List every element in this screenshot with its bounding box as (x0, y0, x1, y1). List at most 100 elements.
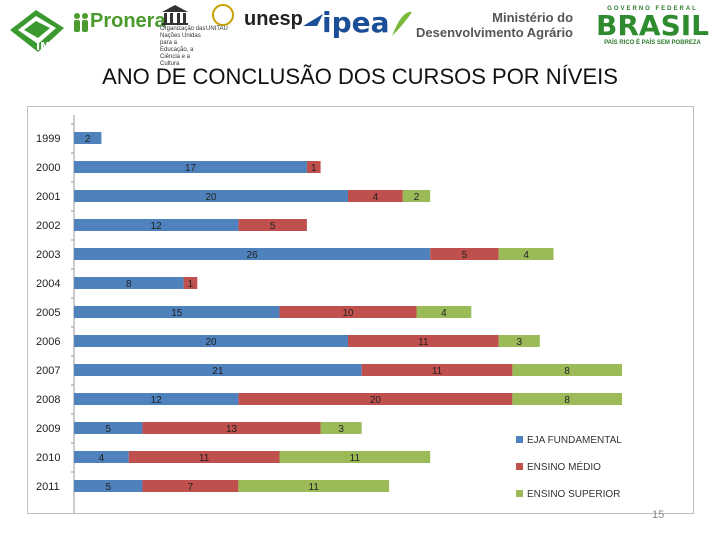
pronera-logo: Pronera (72, 10, 166, 33)
unitau-logo: UNITAU (206, 4, 244, 32)
bar-segment (74, 190, 348, 202)
bar-segment (416, 306, 472, 318)
legend-swatch (516, 436, 523, 443)
bar-segment (74, 480, 143, 492)
data-label: 11 (350, 453, 361, 464)
data-label: 7 (188, 482, 194, 493)
category-label: 2005 (36, 307, 60, 319)
data-label: 15 (171, 308, 183, 319)
mda-line1: Ministério do (492, 10, 574, 25)
data-label: 3 (516, 337, 522, 348)
incra-logo: INCRA (6, 6, 68, 56)
data-label: 21 (212, 366, 224, 377)
data-label: 8 (126, 279, 132, 290)
data-label: 8 (564, 366, 570, 377)
ipea-leaf-icon (391, 11, 412, 36)
brasil-gov-text: GOVERNO FEDERAL (607, 6, 698, 12)
bar-segment (238, 393, 513, 405)
page-number: 15 (652, 509, 665, 521)
mda-line2: Desenvolvimento Agrário (416, 25, 574, 40)
category-label: 2004 (36, 278, 60, 290)
category-label: 2001 (36, 191, 60, 203)
data-label: 20 (205, 192, 217, 203)
category-label: 2010 (36, 452, 60, 464)
data-label: 5 (105, 424, 111, 435)
data-label: 11 (199, 453, 210, 464)
bar-segment (74, 393, 239, 405)
bar-segment (74, 364, 362, 376)
bar-segment (74, 335, 348, 347)
data-label: 1 (188, 279, 194, 290)
data-label: 5 (462, 250, 468, 261)
bar-segment (128, 451, 280, 463)
bar-segment (348, 190, 403, 202)
data-label: 3 (338, 424, 344, 435)
bar-segment (320, 422, 362, 434)
data-label: 11 (432, 366, 443, 377)
data-label: 13 (226, 424, 238, 435)
chart-container: 1999 2 2000 17 1 2001 20 4 2 2002 12 5 2003 26 5 4 2004 8… (27, 106, 694, 514)
bar-segment (306, 161, 321, 173)
data-label: 2 (414, 192, 420, 203)
category-label: 2011 (36, 481, 60, 493)
pronera-people-icon (74, 12, 88, 32)
bar-segment (498, 335, 540, 347)
category-label: 2007 (36, 365, 60, 377)
data-label: 26 (247, 250, 259, 261)
legend-label: EJA FUNDAMENTAL (527, 435, 622, 446)
brasil-logo: GOVERNO FEDERAL BRASIL PAÍS RICO É PAÍS … (596, 6, 709, 46)
unesp-swoosh-icon (302, 13, 323, 26)
category-label: 2002 (36, 220, 60, 232)
data-label: 4 (523, 250, 529, 261)
category-label: 2009 (36, 423, 60, 435)
legend-swatch (516, 490, 523, 497)
bar-segment (361, 364, 513, 376)
brasil-word-text: BRASIL (596, 9, 709, 42)
bar-segment (348, 335, 499, 347)
data-label: 12 (151, 221, 163, 232)
data-label: 2 (85, 134, 91, 145)
bar-segment (512, 364, 622, 376)
legend-label: ENSINO MÉDIO (527, 460, 601, 473)
data-label: 11 (309, 482, 320, 493)
incra-text: INCRA (36, 40, 68, 53)
bar-segment (74, 451, 129, 463)
unesp-text: unesp (244, 8, 303, 30)
bar-segment (74, 161, 307, 173)
data-label: 4 (373, 192, 379, 203)
brasil-slogan-text: PAÍS RICO É PAÍS SEM POBREZA (604, 40, 701, 46)
data-label: 8 (564, 395, 570, 406)
data-label: 1 (311, 163, 317, 174)
unesco-text: Organização das Nações Unidas para a Edu… (160, 26, 206, 67)
pronera-text: Pronera (90, 10, 166, 32)
bar-segment (142, 422, 321, 434)
data-label: 12 (151, 395, 163, 406)
bar-segment (183, 277, 198, 289)
bar-segment (279, 306, 417, 318)
ipea-text: ipea (322, 6, 390, 39)
bar-segment (238, 480, 390, 492)
bar-segment (142, 480, 239, 492)
data-label: 10 (342, 308, 354, 319)
bar-segment (74, 306, 280, 318)
unesco-logo: Organização das Nações Unidas para a Edu… (160, 4, 206, 68)
data-label: 20 (205, 337, 217, 348)
bar-segment (74, 219, 239, 231)
incra-emblem-icon: INCRA (10, 10, 68, 53)
bar-segment (238, 219, 307, 231)
mda-logo: Ministério do Desenvolvimento Agrário (416, 10, 573, 40)
category-label: 2006 (36, 336, 60, 348)
ipea-logo: ipea (322, 6, 414, 39)
category-label: 1999 (36, 133, 60, 145)
legend-label: ENSINO SUPERIOR (527, 489, 620, 500)
category-label: 2003 (36, 249, 60, 261)
bar-segment (512, 393, 622, 405)
bar-segment (74, 132, 102, 144)
bar-segment (74, 277, 184, 289)
bar-segment (498, 248, 554, 260)
bar-segment (74, 248, 431, 260)
category-label: 2008 (36, 394, 60, 406)
legend-swatch (516, 463, 523, 470)
unesco-temple-icon (162, 5, 188, 25)
